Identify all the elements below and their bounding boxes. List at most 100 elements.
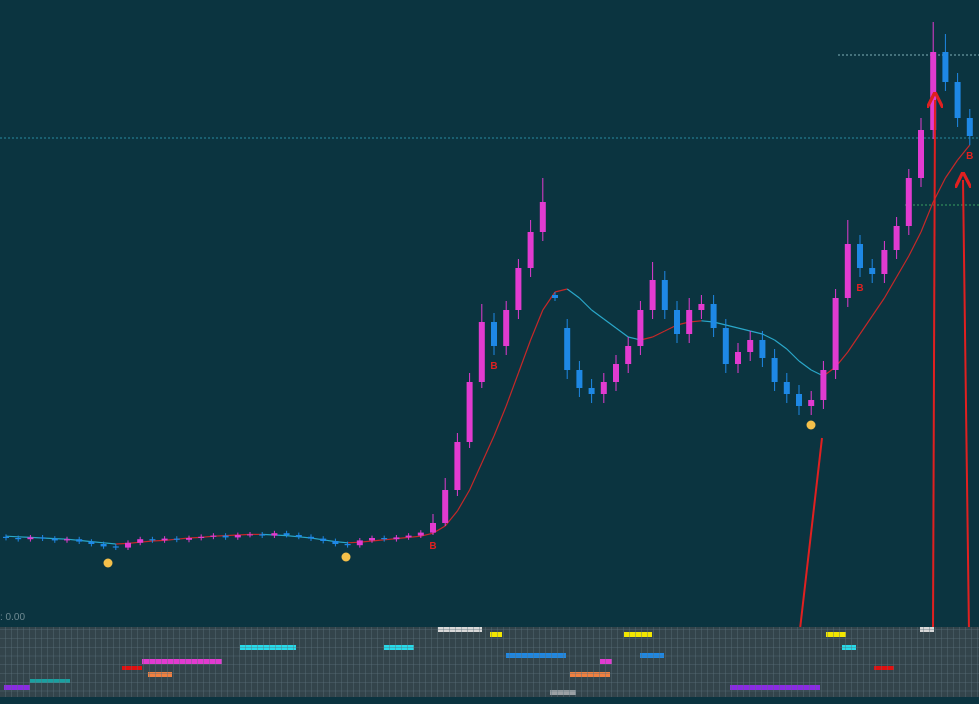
candle-body bbox=[454, 442, 461, 490]
candle-body bbox=[893, 226, 900, 250]
moving-average bbox=[944, 159, 959, 179]
candle-body bbox=[222, 535, 229, 538]
moving-average bbox=[566, 288, 580, 299]
candle-body bbox=[491, 322, 497, 346]
arrow bbox=[963, 180, 969, 633]
candle-body bbox=[783, 382, 790, 394]
candle-body bbox=[661, 280, 668, 310]
signal-label: B bbox=[966, 151, 973, 162]
moving-average bbox=[591, 309, 605, 320]
candle-body bbox=[796, 394, 802, 406]
arrows bbox=[796, 100, 969, 664]
candle-body bbox=[637, 310, 644, 346]
candle-body bbox=[515, 268, 522, 310]
candle-body bbox=[283, 533, 290, 535]
moving-average bbox=[762, 333, 775, 341]
candle-body bbox=[576, 370, 583, 388]
moving-average bbox=[920, 201, 934, 233]
moving-average bbox=[469, 462, 483, 491]
moving-average bbox=[725, 324, 739, 329]
candle-body bbox=[552, 295, 558, 298]
moving-average bbox=[871, 297, 885, 317]
candle-body bbox=[125, 542, 131, 548]
candle-body bbox=[3, 536, 9, 538]
moving-average bbox=[603, 318, 617, 329]
candle-body bbox=[442, 490, 449, 523]
candle-body bbox=[588, 388, 595, 394]
candle-body bbox=[381, 538, 388, 540]
candle-body bbox=[930, 52, 937, 130]
moving-average bbox=[530, 309, 544, 341]
candle-body bbox=[954, 82, 961, 118]
candle-body bbox=[51, 538, 58, 541]
candle-body bbox=[417, 532, 424, 536]
candle-body bbox=[625, 346, 632, 364]
candle-body bbox=[271, 533, 278, 536]
indicator-label: : 0.00 bbox=[0, 612, 25, 623]
moving-average bbox=[517, 339, 532, 374]
candle-body bbox=[857, 244, 863, 268]
candle-body bbox=[527, 232, 534, 268]
moving-average bbox=[615, 327, 629, 338]
moving-average bbox=[444, 510, 458, 527]
candle-body bbox=[918, 130, 924, 178]
candle-body bbox=[64, 539, 70, 541]
moving-average bbox=[371, 539, 385, 542]
candle-body bbox=[539, 202, 546, 232]
candle-body bbox=[308, 536, 314, 539]
candle-body bbox=[259, 534, 266, 536]
candle-body bbox=[869, 268, 876, 274]
moving-average bbox=[505, 372, 519, 407]
candle-body bbox=[295, 535, 302, 537]
candle-body bbox=[832, 298, 839, 370]
candle-body bbox=[747, 340, 754, 352]
candle-body bbox=[39, 537, 46, 539]
candle-body bbox=[76, 539, 83, 542]
candle-body bbox=[344, 544, 351, 546]
moving-average bbox=[750, 330, 763, 335]
signal-label: B bbox=[490, 361, 497, 372]
candle-body bbox=[247, 534, 253, 536]
candle-body bbox=[674, 310, 680, 334]
moving-average bbox=[798, 360, 812, 371]
indicator-panel bbox=[0, 627, 979, 697]
candle-body bbox=[844, 244, 851, 298]
candle-body bbox=[137, 539, 144, 543]
moving-average bbox=[578, 297, 593, 311]
moving-average bbox=[786, 348, 800, 362]
coin-icons bbox=[103, 420, 816, 568]
candle-body bbox=[722, 328, 729, 364]
moving-average bbox=[957, 144, 971, 161]
coin-icon bbox=[341, 552, 351, 562]
candle-body bbox=[698, 304, 705, 310]
arrow bbox=[796, 437, 823, 664]
candle-body bbox=[759, 340, 766, 358]
candle-body bbox=[186, 538, 192, 540]
moving-average bbox=[5, 535, 19, 538]
candle-body bbox=[942, 52, 949, 82]
candle-body bbox=[15, 538, 22, 540]
candle-body bbox=[161, 538, 168, 541]
candle-body bbox=[881, 250, 888, 274]
candle-body bbox=[686, 310, 693, 334]
candle-body bbox=[112, 546, 119, 548]
candle-body bbox=[771, 358, 778, 382]
candle-body bbox=[198, 536, 205, 538]
candle-body bbox=[808, 400, 815, 406]
moving-average bbox=[908, 231, 922, 257]
candle-body bbox=[710, 304, 717, 328]
price-plot: B B B B bbox=[3, 22, 973, 552]
candle-body bbox=[735, 352, 741, 364]
candle-body bbox=[600, 382, 607, 394]
candle-body bbox=[369, 538, 375, 541]
candle-body bbox=[100, 544, 107, 547]
moving-average bbox=[554, 288, 568, 293]
candle-body bbox=[905, 178, 912, 226]
candle-body bbox=[393, 537, 400, 540]
moving-average bbox=[652, 330, 666, 338]
candle-body bbox=[820, 370, 827, 400]
candle-body bbox=[478, 322, 485, 382]
candle-body bbox=[149, 539, 156, 541]
